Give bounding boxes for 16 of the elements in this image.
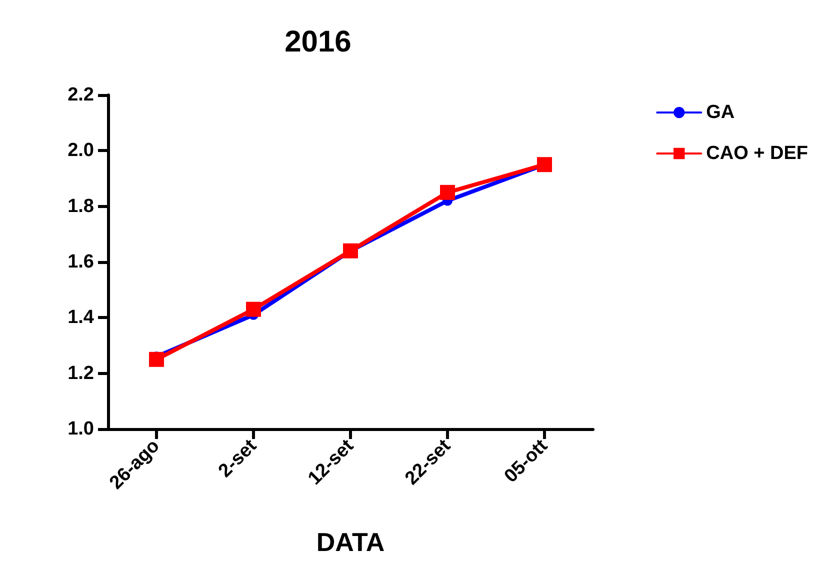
y-tick-label: 2.2 xyxy=(68,84,94,106)
y-tick-label: 2.0 xyxy=(68,140,94,162)
y-tick-label: 1.0 xyxy=(68,418,94,440)
point xyxy=(440,184,455,200)
legend-label: GA xyxy=(706,102,735,123)
y-tick-label: 1.4 xyxy=(68,307,94,328)
point xyxy=(537,157,552,172)
legend-label: CAO + DEF xyxy=(706,143,808,164)
point xyxy=(343,243,358,258)
y-tick-label: 1.2 xyxy=(68,362,94,384)
point xyxy=(246,302,261,317)
y-tick-label: 1.8 xyxy=(68,196,94,217)
point xyxy=(149,352,164,367)
x-axis-title: DATA xyxy=(316,527,385,557)
chart-title: 2016 xyxy=(284,26,352,58)
y-tick-label: 1.6 xyxy=(68,252,94,272)
